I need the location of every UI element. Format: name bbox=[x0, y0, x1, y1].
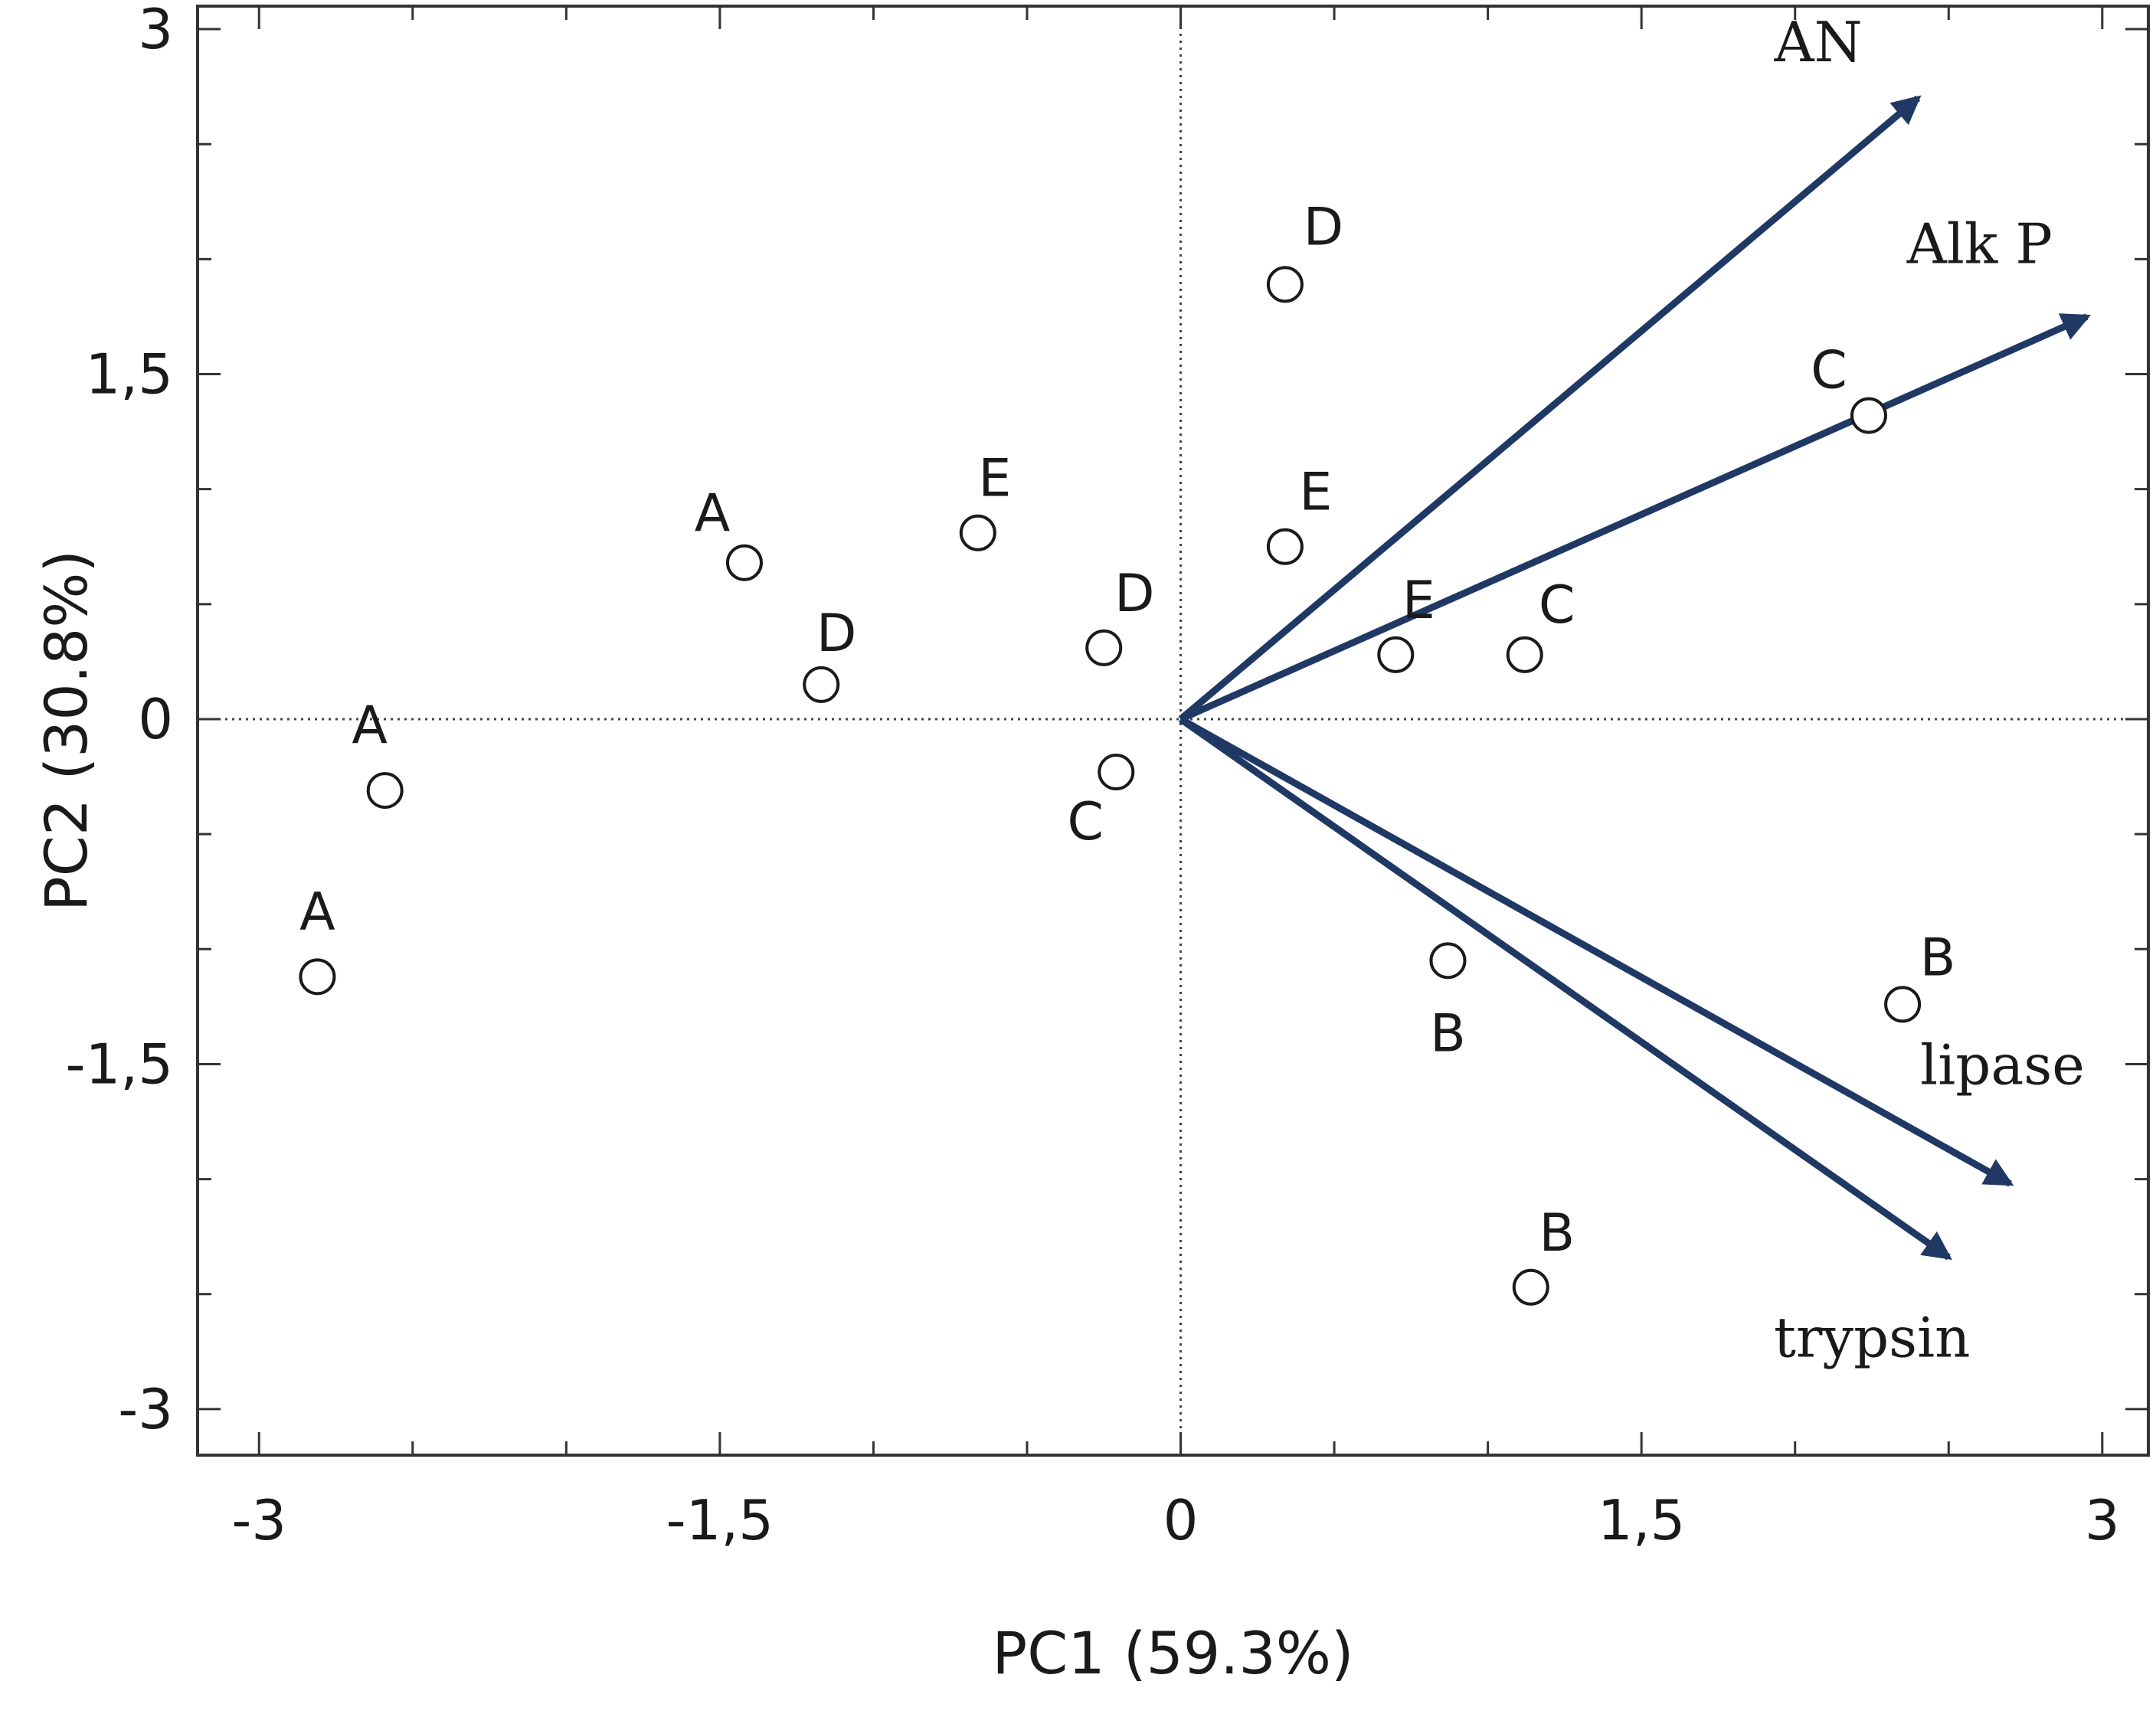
score-point-label: C bbox=[1539, 575, 1575, 636]
vector-label: trypsin bbox=[1774, 1306, 1970, 1370]
score-point-marker bbox=[1429, 942, 1467, 980]
score-point-label: B bbox=[1430, 1003, 1466, 1064]
x-tick-label: 1,5 bbox=[1598, 1488, 1686, 1552]
score-point-marker bbox=[1377, 636, 1415, 673]
score-point-marker bbox=[1098, 754, 1135, 791]
score-point-label: D bbox=[1304, 197, 1343, 257]
score-point-marker bbox=[1085, 629, 1123, 666]
vector-arrow bbox=[1179, 716, 2014, 1187]
score-point-marker bbox=[1512, 1268, 1549, 1306]
score-point-marker bbox=[366, 772, 404, 810]
score-point-marker bbox=[299, 958, 336, 996]
score-point-marker bbox=[803, 666, 840, 703]
y-tick-label: -1,5 bbox=[66, 1032, 173, 1096]
score-point-marker bbox=[959, 514, 996, 551]
x-axis-title: PC1 (59.3%) bbox=[992, 1619, 1353, 1687]
score-point-label: D bbox=[1114, 564, 1154, 624]
y-tick-label: 1,5 bbox=[85, 342, 173, 407]
score-point-marker bbox=[1266, 528, 1304, 565]
score-point-label: B bbox=[1539, 1203, 1575, 1264]
vector-label: AN bbox=[1774, 10, 1863, 74]
score-point-label: E bbox=[978, 449, 1011, 509]
score-point-label: C bbox=[1811, 341, 1847, 401]
y-tick-label: 0 bbox=[138, 687, 173, 751]
score-point-label: C bbox=[1068, 792, 1104, 852]
score-point-label: A bbox=[299, 882, 335, 942]
x-tick-label: 0 bbox=[1163, 1488, 1199, 1552]
score-point-marker bbox=[725, 544, 763, 581]
axes-layer: -3 -1,5 0 1,5 3 -3 -1,5 0 1,5 3 bbox=[66, 0, 2150, 1552]
score-point-label: A bbox=[352, 695, 388, 756]
vector-label: Alk P bbox=[1906, 211, 2053, 276]
x-tick-label: 3 bbox=[2085, 1488, 2120, 1552]
score-point-label: D bbox=[816, 603, 856, 664]
vector-arrow bbox=[1179, 313, 2091, 723]
score-point-marker bbox=[1506, 636, 1543, 673]
vector-arrow bbox=[1178, 95, 1922, 722]
score-point-label: E bbox=[1299, 463, 1332, 523]
score-point-label: A bbox=[695, 483, 731, 544]
score-point-label: B bbox=[1920, 927, 1956, 988]
vector-label: lipase bbox=[1920, 1033, 2085, 1097]
plot-frame bbox=[196, 5, 2150, 1457]
score-point-marker bbox=[1884, 986, 1922, 1023]
y-axis-title: PC2 (30.8%) bbox=[32, 550, 100, 911]
score-point-marker bbox=[1266, 266, 1304, 303]
score-point-marker bbox=[1850, 397, 1887, 434]
y-tick-label: -3 bbox=[118, 1377, 173, 1441]
x-tick-label: -1,5 bbox=[666, 1488, 774, 1552]
x-tick-label: -3 bbox=[231, 1488, 286, 1552]
loading-vectors: AN Alk P lipase trypsin bbox=[1178, 10, 2091, 1370]
y-tick-label: 3 bbox=[138, 0, 173, 61]
vector-arrow bbox=[1178, 716, 1952, 1261]
score-point-label: E bbox=[1402, 571, 1435, 631]
score-points: A A A D E D C D E E C C B B B bbox=[299, 197, 1956, 1306]
